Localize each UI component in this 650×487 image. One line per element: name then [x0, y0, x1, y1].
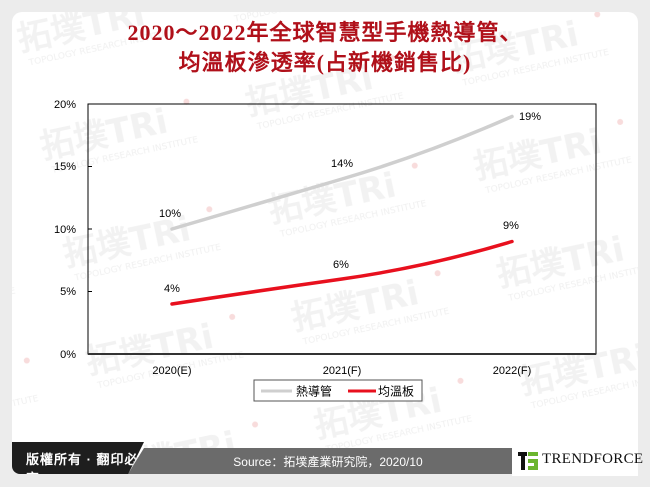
y-tick-label: 20%: [54, 99, 76, 111]
x-axis-labels: 2020(E) 2021(F) 2022(F): [152, 365, 531, 377]
data-label: 14%: [331, 158, 353, 170]
data-label: 6%: [333, 259, 349, 271]
y-tick-label: 15%: [54, 161, 76, 173]
data-label: 9%: [503, 220, 519, 232]
title-line-2: 均溫板滲透率(占新機銷售比): [178, 50, 472, 75]
trendforce-logo: TRENDFORCE: [512, 444, 643, 476]
copyright-text: 版權所有 · 翻印必究: [26, 452, 139, 486]
title-line-1: 2020～2022年全球智慧型手機熱導管、: [127, 20, 523, 45]
series-heat-pipe-line: [170, 114, 514, 231]
source-text: Source：拓墣產業研究院，2020/10: [233, 455, 423, 469]
y-tick-label: 5%: [60, 286, 76, 298]
trendforce-logo-icon: [518, 452, 538, 470]
copyright-bar: 版權所有 · 翻印必究: [12, 442, 144, 474]
x-tick-label: 2021(F): [323, 365, 362, 377]
data-label: 10%: [159, 208, 181, 220]
series-vapor-chamber-line: [170, 239, 514, 306]
x-tick-label: 2022(F): [493, 365, 532, 377]
legend-label-vapor-chamber: 均溫板: [378, 385, 414, 399]
source-bar: Source：拓墣產業研究院，2020/10: [128, 448, 528, 474]
page-title: 2020～2022年全球智慧型手機熱導管、 均溫板滲透率(占新機銷售比): [12, 18, 638, 78]
legend: 熱導管 均溫板: [253, 379, 423, 402]
x-tick-label: 2020(E): [152, 365, 191, 377]
y-tick-label: 0%: [60, 349, 76, 361]
plot-frame: [87, 103, 597, 355]
data-label: 19%: [519, 111, 541, 123]
y-tick-label: 10%: [54, 224, 76, 236]
legend-label-heat-pipe: 熱導管: [296, 384, 332, 399]
y-axis: 20% 15% 10% 5% 0%: [54, 99, 92, 361]
trendforce-logo-text: TRENDFORCE: [542, 451, 644, 467]
data-label: 4%: [164, 283, 180, 295]
